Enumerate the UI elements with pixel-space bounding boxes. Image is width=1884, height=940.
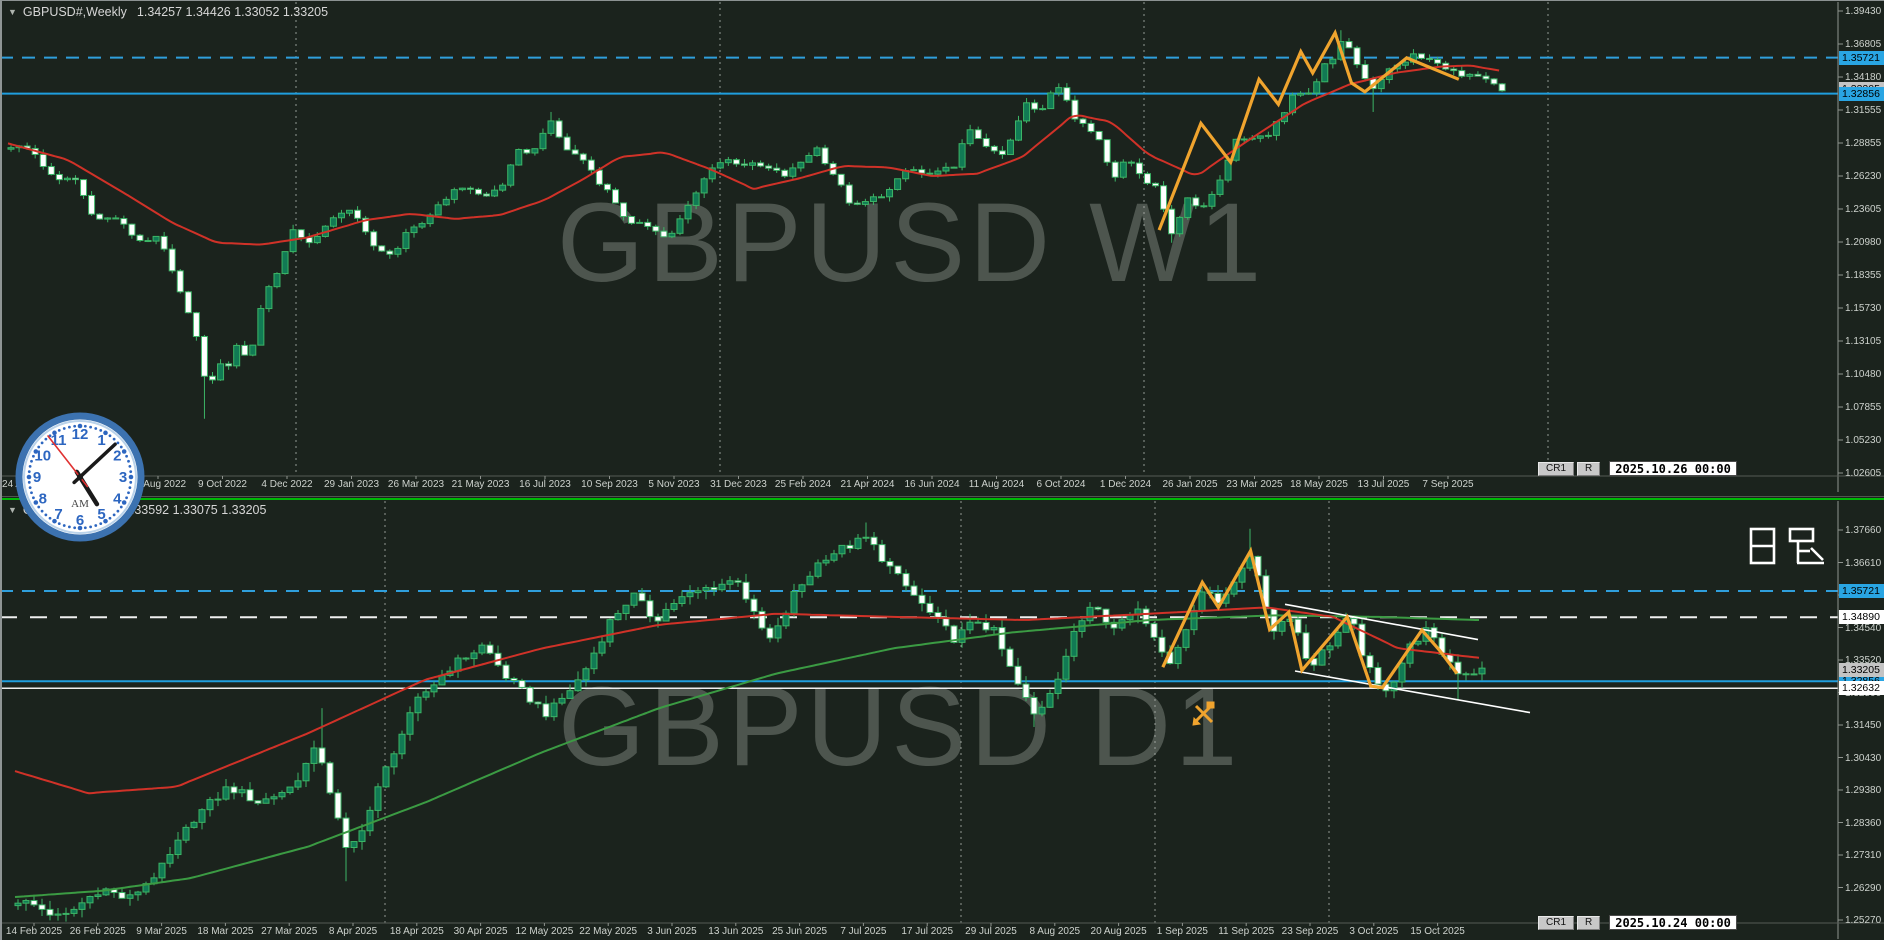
window-border-left (0, 0, 2, 940)
clock-number: 11 (51, 432, 67, 449)
watermark-daily: GBPUSD D1 (558, 664, 1242, 789)
clock-meridiem-label: AM (71, 498, 89, 510)
chart-panel-weekly[interactable]: GBPUSD W1 1.39430 1.36805 1.34180 1.31555 1.… (0, 0, 1884, 497)
candles-layer (14, 522, 1486, 922)
moving-average-line (14, 606, 1480, 795)
ohlc-values: 1.34257 1.34426 1.33052 1.33205 (136, 5, 329, 19)
moving-average-line (7, 64, 1500, 246)
clock-number: 8 (39, 491, 47, 508)
chart-datetime-box[interactable]: 2025.10.26 00:00 (1609, 461, 1737, 476)
symbol-period-label: GBPUSD#,Weekly (22, 5, 127, 19)
r-button[interactable]: R (1577, 461, 1601, 476)
trendline (1284, 603, 1479, 641)
r-button[interactable]: R (1577, 915, 1601, 930)
weekly-toolbar: CR1 R 2025.10.26 00:00 (1538, 461, 1737, 476)
trendline (1294, 670, 1531, 714)
weekly-chart-canvas[interactable] (0, 0, 1884, 497)
clock-number: 5 (97, 506, 105, 523)
ohlc-values: 1.33592 1.33075 1.33205 (123, 503, 267, 517)
cr1-button[interactable]: CR1 (1538, 461, 1575, 476)
chart-panel-daily[interactable]: GBPUSD D1 1.37660 1.36610 1.35560 1.34540 1.… (0, 498, 1884, 940)
clock-number: 10 (34, 448, 51, 465)
daily-toolbar: CR1 R 2025.10.24 00:00 (1538, 915, 1737, 930)
clock-number: 3 (119, 469, 127, 486)
clock-number: 7 (54, 506, 62, 523)
chart-datetime-box[interactable]: 2025.10.24 00:00 (1609, 915, 1737, 930)
drawing-tool-marker-icon[interactable] (1191, 701, 1217, 727)
clock-number: 6 (76, 512, 84, 529)
zigzag-line (1161, 546, 1459, 690)
moving-average-line (14, 614, 1480, 898)
candles-layer (7, 30, 1506, 419)
clock-number: 2 (113, 448, 121, 465)
chevron-down-icon[interactable]: ▼ (8, 7, 17, 17)
clock-number: 9 (33, 469, 41, 486)
daily-annotation-label (1749, 527, 1824, 565)
panel-separator[interactable] (0, 498, 1884, 500)
clock-number: 12 (72, 426, 89, 443)
plot-area (0, 501, 1838, 923)
clock-number: 1 (97, 432, 105, 449)
chevron-down-icon[interactable]: ▼ (8, 505, 17, 515)
weekly-chart-title: ▼ GBPUSD#,Weekly 1.34257 1.34426 1.33052 1… (8, 5, 328, 19)
zigzag-line (1157, 28, 1460, 231)
cr1-button[interactable]: CR1 (1538, 915, 1575, 930)
plot-area (0, 2, 1838, 476)
daily-chart-canvas[interactable] (0, 498, 1884, 940)
window-border-top (0, 0, 1884, 1)
clock-number: 4 (113, 491, 122, 508)
